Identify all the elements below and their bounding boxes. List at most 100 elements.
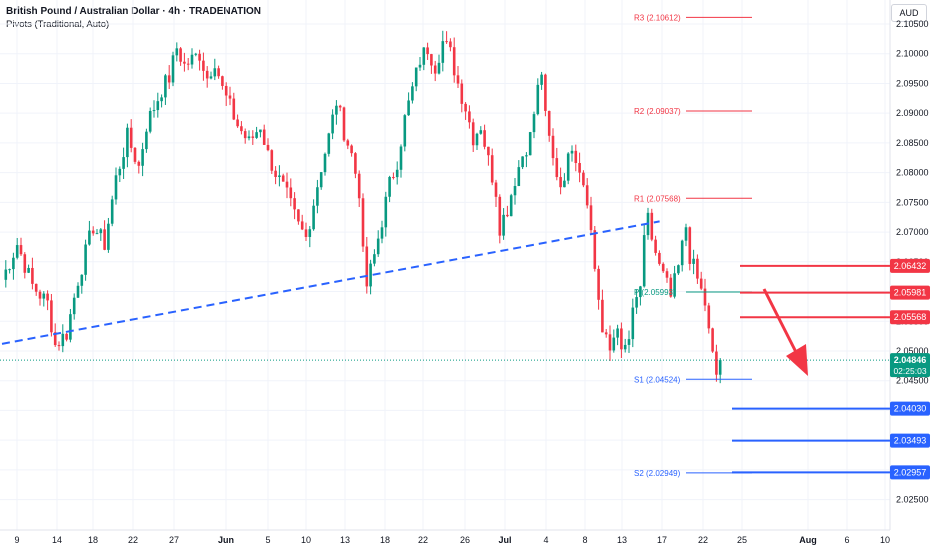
candle-up [642, 235, 646, 287]
pivot-label: R3 (2.10612) [634, 13, 681, 22]
candle-down [297, 209, 300, 222]
candle-up [388, 176, 391, 197]
candle-down [559, 177, 562, 188]
candle-down [274, 170, 277, 177]
time-tick-label: 13 [340, 535, 350, 545]
candle-up [437, 62, 441, 74]
candles [4, 30, 722, 384]
time-tick-label: 22 [698, 535, 708, 545]
time-axis: 9 14 18 22 27 Jun 5 10 13 18 22 26 Jul 4 8 13 17 22 25 Aug 6… [14, 535, 890, 545]
candle-down [232, 98, 236, 120]
candle-up [171, 55, 175, 83]
candle-down [585, 185, 589, 206]
candle-up [540, 74, 543, 85]
candle-up [521, 156, 524, 168]
candle-up [88, 230, 91, 245]
candle-down [696, 258, 699, 279]
time-tick-label: 6 [844, 535, 849, 545]
candle-up [525, 155, 528, 157]
candle-down [665, 271, 669, 278]
price-tick-label: 2.04500 [896, 376, 929, 386]
price-tick-label: 2.08500 [896, 138, 929, 148]
arrow-layer [762, 288, 808, 376]
candle-up [95, 233, 99, 235]
candle-up [411, 86, 414, 101]
candle-up [692, 258, 695, 264]
candle-down [620, 328, 623, 350]
candle-up [148, 110, 152, 132]
last-price-tag [890, 353, 930, 378]
candle-down [221, 76, 224, 86]
candle-up [42, 293, 46, 299]
time-tick-label: 17 [657, 535, 667, 545]
symbol-title: British Pound / Australian Dollar · 4h ·… [6, 6, 262, 17]
candle-down [285, 181, 289, 188]
candle-up [255, 132, 258, 138]
candle-down [574, 150, 578, 164]
candle-up [145, 131, 148, 150]
candle-up [441, 41, 445, 63]
level-tag-text: 2.05568 [894, 312, 927, 322]
candle-up [399, 146, 403, 170]
candle-down [251, 136, 255, 138]
candle-up [718, 360, 722, 375]
candle-down [608, 334, 612, 351]
candle-up [517, 167, 521, 187]
candle-up [502, 214, 505, 236]
trendline-layer [0, 220, 890, 361]
candle-up [509, 195, 513, 217]
candle-up [395, 169, 399, 178]
candle-down [289, 187, 293, 199]
time-tick-label: 10 [301, 535, 311, 545]
currency-button[interactable]: AUD [891, 4, 927, 22]
candle-up [122, 157, 125, 169]
candle-up [278, 175, 281, 177]
level-tag-text: 2.03493 [894, 436, 927, 446]
candle-up [384, 196, 388, 228]
candle-down [46, 293, 49, 301]
candle-up [247, 136, 251, 139]
candle-up [635, 297, 638, 308]
candle-up [513, 186, 517, 196]
time-tick-label: 14 [52, 535, 62, 545]
candle-up [107, 223, 110, 250]
candle-down [31, 267, 34, 284]
candle-up [677, 265, 680, 274]
candle-down [198, 53, 201, 61]
candle-down [304, 229, 308, 237]
candle-up [475, 133, 479, 146]
candle-up [418, 64, 422, 68]
level-tag [890, 310, 930, 325]
candle-down [65, 333, 68, 340]
candle-down [506, 214, 509, 217]
candle-down [34, 283, 38, 292]
candle-up [380, 227, 384, 239]
candle-down [669, 277, 673, 297]
candle-up [99, 229, 103, 234]
down-arrow-shaft [762, 288, 803, 363]
level-tag [890, 258, 930, 273]
candle-down [471, 122, 475, 146]
candle-down [224, 85, 228, 96]
candle-up [684, 227, 688, 241]
candle-down [547, 110, 551, 136]
candle-up [422, 47, 426, 65]
candle-down [23, 254, 27, 273]
candle-up [118, 168, 122, 176]
price-tick-label: 2.05000 [896, 346, 929, 356]
time-tick-label: 22 [418, 535, 428, 545]
candle-down [456, 75, 460, 84]
candle-up [126, 127, 129, 158]
candle-up [479, 130, 483, 134]
candle-down [293, 198, 296, 210]
candle-down [483, 130, 486, 147]
candle-down [38, 291, 42, 299]
candle-down [703, 288, 707, 306]
time-tick-label: 5 [265, 535, 270, 545]
time-tick-label: Aug [799, 535, 817, 545]
level-tag-text: 2.02957 [894, 467, 927, 477]
price-tick-label: 2.09000 [896, 108, 929, 118]
candle-down [490, 155, 494, 183]
candle-down [281, 175, 285, 182]
